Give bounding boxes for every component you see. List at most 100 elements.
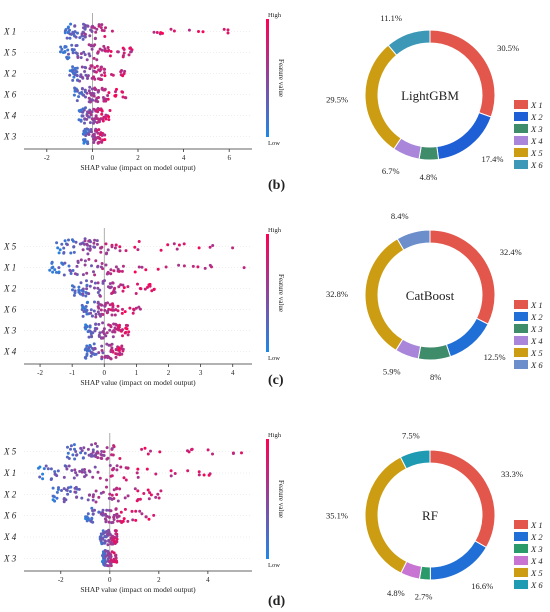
shap-point — [73, 24, 77, 28]
shap-point — [69, 444, 73, 448]
legend-label: X 4 — [530, 556, 543, 566]
shap-point — [95, 58, 99, 62]
shap-point — [67, 56, 71, 60]
shap-point — [73, 66, 77, 70]
shap-point — [78, 79, 82, 83]
shap-point — [72, 93, 76, 97]
shap-point — [106, 543, 110, 547]
legend-swatch — [514, 160, 528, 169]
shap-point — [115, 537, 119, 541]
shap-point — [92, 309, 96, 313]
shap-point — [88, 284, 92, 288]
shap-point — [89, 351, 93, 354]
shap-point — [79, 73, 83, 77]
shap-point — [90, 64, 94, 68]
importance-donut-chart: 32.4% 12.5% 8% 5.9% 32.8% 8.4% CatBoost X 1 X 2 X… — [326, 211, 543, 382]
shap-point — [135, 471, 139, 475]
colorbar — [266, 234, 269, 352]
shap-point — [93, 329, 97, 333]
importance-donut-chart: 30.5% 17.4% 4.8% 6.7% 29.5% 11.1% LightGBM X 1 X… — [326, 13, 543, 182]
shap-point — [96, 100, 100, 104]
shap-point — [107, 48, 111, 52]
shap-point — [63, 29, 67, 33]
shap-point — [103, 513, 107, 517]
legend-swatch — [514, 544, 528, 553]
shap-point — [146, 285, 149, 289]
shap-point — [126, 285, 130, 289]
shap-point — [148, 282, 152, 286]
shap-point — [46, 467, 50, 471]
shap-point — [81, 110, 85, 114]
shap-point — [149, 493, 153, 497]
shap-point — [177, 263, 181, 267]
shap-point — [81, 107, 85, 111]
shap-point — [96, 50, 100, 54]
shap-point — [85, 283, 89, 287]
feature-label: X 1 — [3, 263, 16, 273]
shap-point — [66, 486, 70, 490]
legend-swatch — [514, 148, 528, 157]
shap-point — [118, 351, 122, 355]
shap-point — [88, 493, 92, 497]
shap-point — [94, 315, 98, 319]
shap-point — [166, 243, 170, 247]
feature-label: X 4 — [3, 347, 17, 357]
shap-point — [137, 305, 141, 309]
shap-point — [73, 486, 77, 490]
shap-point — [105, 508, 109, 512]
shap-point — [64, 465, 68, 468]
shap-point — [90, 117, 94, 121]
shap-point — [98, 133, 102, 137]
shap-point — [98, 47, 102, 51]
shap-point — [107, 520, 111, 524]
shap-point — [156, 492, 160, 496]
shap-point — [119, 329, 123, 332]
shap-point — [85, 279, 88, 283]
shap-point — [115, 534, 119, 538]
shap-point — [112, 269, 116, 273]
shap-point — [84, 305, 88, 308]
shap-point — [164, 265, 168, 269]
shap-point — [99, 246, 103, 250]
shap-point — [113, 540, 117, 544]
shap-point — [116, 267, 120, 271]
shap-point — [157, 496, 161, 500]
shap-point — [96, 310, 100, 314]
shap-point — [94, 30, 98, 34]
shap-point — [79, 446, 83, 450]
shap-point — [242, 266, 246, 270]
shap-point — [134, 518, 138, 522]
shap-point — [106, 94, 110, 97]
shap-point — [100, 86, 104, 90]
shap-point — [80, 87, 84, 90]
shap-point — [114, 355, 118, 359]
shap-point — [136, 489, 140, 493]
shap-point — [92, 56, 96, 60]
shap-point — [103, 534, 107, 538]
shap-point — [101, 554, 105, 558]
shap-point — [86, 77, 89, 80]
shap-point — [80, 65, 84, 69]
shap-point — [90, 280, 94, 283]
shap-point — [81, 305, 85, 309]
shap-point — [94, 489, 98, 493]
shap-point — [67, 457, 71, 460]
shap-point — [71, 51, 75, 55]
donut-slice — [417, 343, 452, 361]
shap-point — [93, 66, 97, 70]
shap-point — [137, 240, 141, 243]
shap-point — [112, 518, 116, 521]
shap-point — [89, 354, 93, 358]
shap-point — [72, 293, 76, 297]
shap-point — [97, 495, 101, 499]
shap-point — [90, 506, 94, 510]
shap-point — [100, 109, 104, 112]
shap-point — [114, 556, 118, 559]
shap-point — [86, 498, 90, 502]
colorbar-high-label: High — [268, 432, 282, 439]
shap-point — [83, 70, 87, 73]
shap-point — [186, 469, 190, 473]
shap-point — [89, 100, 92, 104]
shap-point — [96, 451, 100, 455]
shap-point — [92, 132, 96, 136]
